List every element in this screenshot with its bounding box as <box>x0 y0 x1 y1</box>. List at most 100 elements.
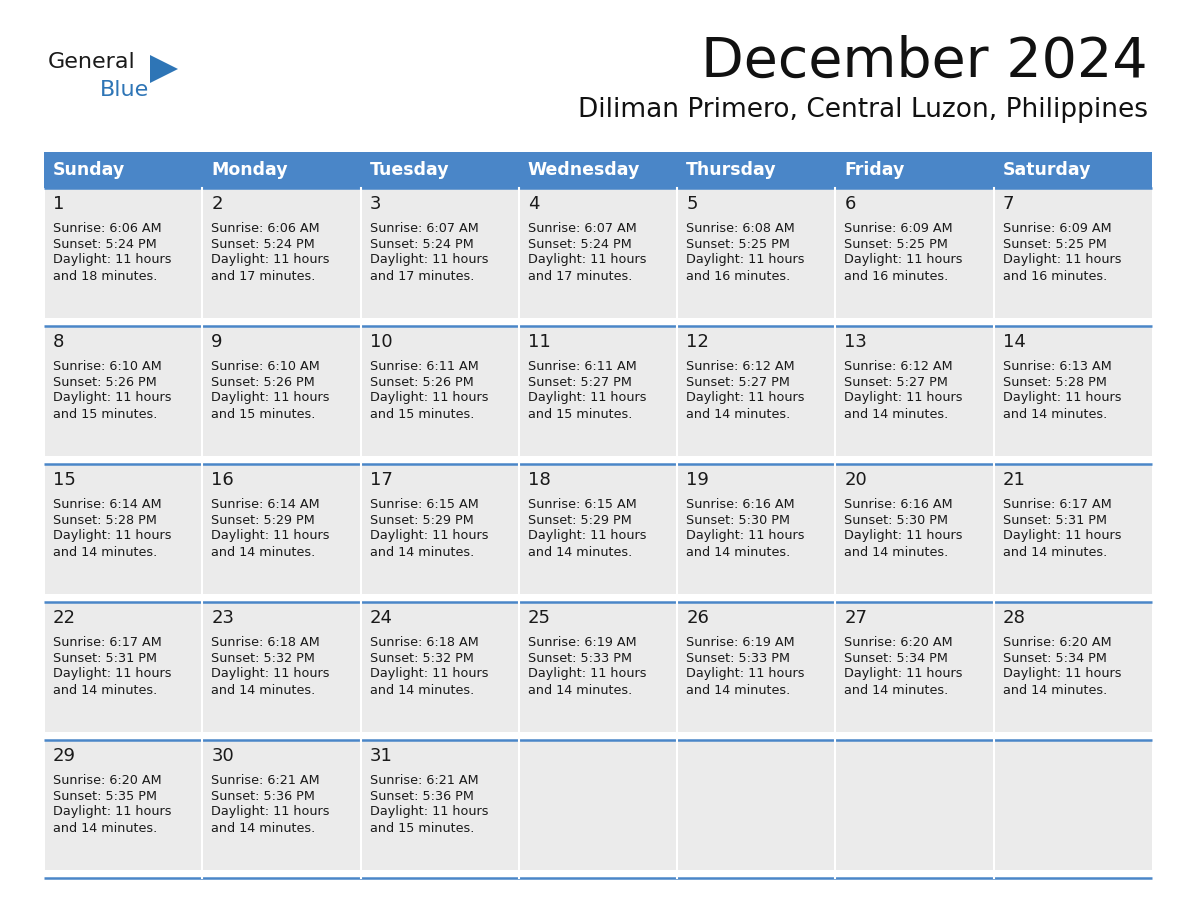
Text: 15: 15 <box>53 471 76 489</box>
Text: Sunrise: 6:14 AM: Sunrise: 6:14 AM <box>53 498 162 510</box>
Text: Sunrise: 6:08 AM: Sunrise: 6:08 AM <box>687 221 795 234</box>
Text: Sunset: 5:25 PM: Sunset: 5:25 PM <box>845 238 948 251</box>
Text: Sunrise: 6:14 AM: Sunrise: 6:14 AM <box>211 498 320 510</box>
Text: Blue: Blue <box>100 80 150 100</box>
Text: Sunrise: 6:06 AM: Sunrise: 6:06 AM <box>211 221 320 234</box>
Bar <box>677 740 835 870</box>
Text: Sunrise: 6:18 AM: Sunrise: 6:18 AM <box>369 635 479 648</box>
Text: Sunset: 5:28 PM: Sunset: 5:28 PM <box>1003 375 1106 388</box>
Bar <box>677 326 835 456</box>
Text: Sunset: 5:29 PM: Sunset: 5:29 PM <box>211 513 315 527</box>
Text: and 14 minutes.: and 14 minutes. <box>369 684 474 697</box>
Text: and 14 minutes.: and 14 minutes. <box>53 684 157 697</box>
Text: Daylight: 11 hours: Daylight: 11 hours <box>369 253 488 266</box>
Text: Sunrise: 6:10 AM: Sunrise: 6:10 AM <box>53 360 162 373</box>
Text: Sunset: 5:36 PM: Sunset: 5:36 PM <box>211 789 315 802</box>
Bar <box>836 326 993 456</box>
Text: Sunrise: 6:07 AM: Sunrise: 6:07 AM <box>369 221 479 234</box>
Bar <box>994 326 1151 456</box>
Text: Sunrise: 6:16 AM: Sunrise: 6:16 AM <box>687 498 795 510</box>
Text: Daylight: 11 hours: Daylight: 11 hours <box>53 667 171 680</box>
Text: Daylight: 11 hours: Daylight: 11 hours <box>211 667 330 680</box>
Text: Daylight: 11 hours: Daylight: 11 hours <box>845 391 963 405</box>
Text: Sunrise: 6:21 AM: Sunrise: 6:21 AM <box>369 774 479 787</box>
Text: and 18 minutes.: and 18 minutes. <box>53 270 157 283</box>
Text: 8: 8 <box>53 333 64 351</box>
Bar <box>203 326 360 456</box>
Text: 9: 9 <box>211 333 223 351</box>
Text: Daylight: 11 hours: Daylight: 11 hours <box>369 391 488 405</box>
Text: Daylight: 11 hours: Daylight: 11 hours <box>687 391 804 405</box>
Text: Daylight: 11 hours: Daylight: 11 hours <box>687 253 804 266</box>
Text: Daylight: 11 hours: Daylight: 11 hours <box>845 667 963 680</box>
Text: Daylight: 11 hours: Daylight: 11 hours <box>369 805 488 819</box>
Text: and 17 minutes.: and 17 minutes. <box>369 270 474 283</box>
Text: Sunset: 5:30 PM: Sunset: 5:30 PM <box>845 513 948 527</box>
Bar <box>836 740 993 870</box>
Text: Daylight: 11 hours: Daylight: 11 hours <box>211 805 330 819</box>
Text: 30: 30 <box>211 747 234 765</box>
Text: 22: 22 <box>53 609 76 627</box>
Text: Daylight: 11 hours: Daylight: 11 hours <box>211 530 330 543</box>
Text: Daylight: 11 hours: Daylight: 11 hours <box>687 530 804 543</box>
Bar <box>993 152 1152 188</box>
Text: 16: 16 <box>211 471 234 489</box>
Text: Daylight: 11 hours: Daylight: 11 hours <box>1003 530 1121 543</box>
Bar <box>994 740 1151 870</box>
Text: 26: 26 <box>687 609 709 627</box>
Text: and 17 minutes.: and 17 minutes. <box>527 270 632 283</box>
Text: and 14 minutes.: and 14 minutes. <box>211 684 316 697</box>
Text: 19: 19 <box>687 471 709 489</box>
Text: Sunrise: 6:18 AM: Sunrise: 6:18 AM <box>211 635 320 648</box>
Text: and 14 minutes.: and 14 minutes. <box>687 684 790 697</box>
Bar <box>44 152 202 188</box>
Text: Daylight: 11 hours: Daylight: 11 hours <box>527 530 646 543</box>
Text: Sunrise: 6:15 AM: Sunrise: 6:15 AM <box>369 498 479 510</box>
Text: 25: 25 <box>527 609 551 627</box>
Text: and 16 minutes.: and 16 minutes. <box>845 270 949 283</box>
Text: and 14 minutes.: and 14 minutes. <box>211 545 316 558</box>
Text: Daylight: 11 hours: Daylight: 11 hours <box>369 667 488 680</box>
Text: Friday: Friday <box>845 161 905 179</box>
Bar <box>203 188 360 318</box>
Text: General: General <box>48 52 135 72</box>
Text: Daylight: 11 hours: Daylight: 11 hours <box>527 667 646 680</box>
Text: and 14 minutes.: and 14 minutes. <box>527 545 632 558</box>
Bar <box>836 464 993 594</box>
Text: Daylight: 11 hours: Daylight: 11 hours <box>845 253 963 266</box>
Text: Sunrise: 6:19 AM: Sunrise: 6:19 AM <box>687 635 795 648</box>
Text: Daylight: 11 hours: Daylight: 11 hours <box>369 530 488 543</box>
Text: Sunrise: 6:20 AM: Sunrise: 6:20 AM <box>845 635 953 648</box>
Text: Sunset: 5:27 PM: Sunset: 5:27 PM <box>527 375 632 388</box>
Bar <box>836 602 993 732</box>
Text: 11: 11 <box>527 333 550 351</box>
Text: December 2024: December 2024 <box>701 35 1148 89</box>
Text: 24: 24 <box>369 609 392 627</box>
Text: 4: 4 <box>527 195 539 213</box>
Text: Tuesday: Tuesday <box>369 161 449 179</box>
Text: Sunset: 5:31 PM: Sunset: 5:31 PM <box>1003 513 1107 527</box>
Text: Sunrise: 6:20 AM: Sunrise: 6:20 AM <box>1003 635 1111 648</box>
Text: 2: 2 <box>211 195 223 213</box>
Text: 31: 31 <box>369 747 392 765</box>
Bar <box>203 740 360 870</box>
Text: Sunrise: 6:09 AM: Sunrise: 6:09 AM <box>845 221 953 234</box>
Text: 5: 5 <box>687 195 697 213</box>
Text: Sunrise: 6:10 AM: Sunrise: 6:10 AM <box>211 360 320 373</box>
Bar <box>519 152 677 188</box>
Text: 20: 20 <box>845 471 867 489</box>
Text: 6: 6 <box>845 195 855 213</box>
Bar <box>836 188 993 318</box>
Text: Daylight: 11 hours: Daylight: 11 hours <box>53 805 171 819</box>
Text: 28: 28 <box>1003 609 1025 627</box>
Text: Daylight: 11 hours: Daylight: 11 hours <box>211 391 330 405</box>
Text: and 14 minutes.: and 14 minutes. <box>687 545 790 558</box>
Text: and 14 minutes.: and 14 minutes. <box>845 684 949 697</box>
Text: and 15 minutes.: and 15 minutes. <box>211 408 316 420</box>
Bar <box>361 152 519 188</box>
Bar <box>361 464 518 594</box>
Text: Daylight: 11 hours: Daylight: 11 hours <box>527 391 646 405</box>
Text: 12: 12 <box>687 333 709 351</box>
Bar <box>994 188 1151 318</box>
Text: Sunrise: 6:12 AM: Sunrise: 6:12 AM <box>845 360 953 373</box>
